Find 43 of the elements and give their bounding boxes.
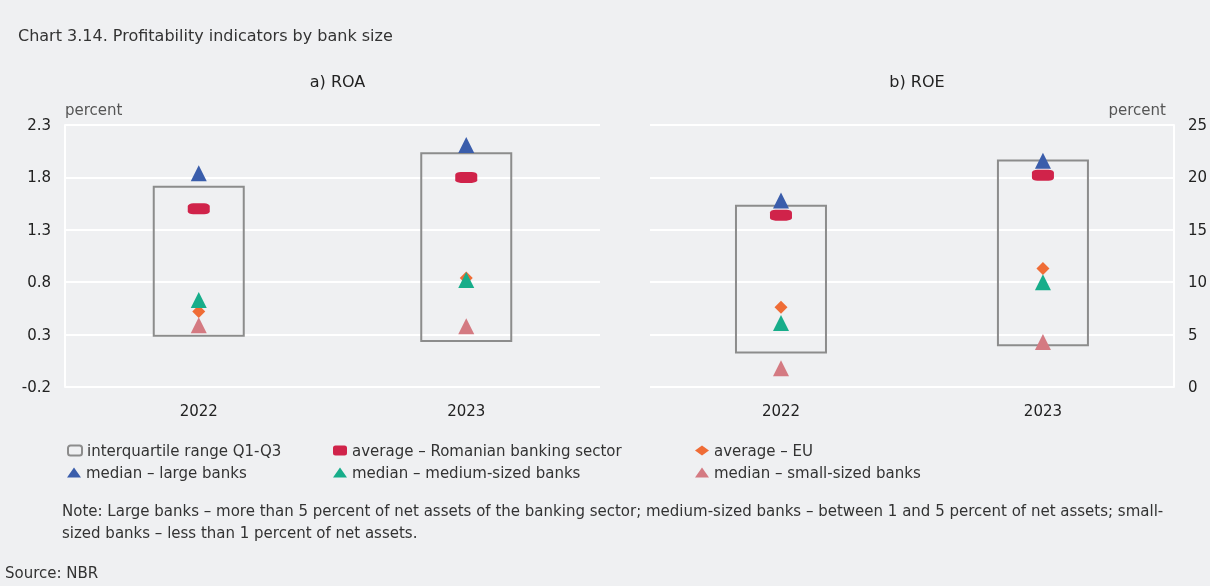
- y-tick-label: 1.8: [27, 168, 51, 187]
- legend-label: average – Romanian banking sector: [352, 441, 623, 460]
- legend-label: average – EU: [714, 441, 813, 460]
- point: [1034, 152, 1051, 169]
- point: [190, 165, 207, 182]
- y2-tick-label: 15: [1187, 220, 1208, 239]
- y2-tick-label: 25: [1187, 116, 1208, 134]
- y2-tick-label: 5: [1187, 325, 1198, 344]
- point: [458, 136, 475, 153]
- point: [458, 272, 475, 289]
- point: [190, 317, 207, 334]
- y-tick-label: 1.3: [27, 220, 51, 239]
- point: [1036, 262, 1050, 276]
- x-tick-label: 2023: [1023, 401, 1063, 420]
- chart-title: b) ROE: [889, 71, 945, 91]
- y-axis-title: percent: [65, 100, 123, 119]
- x-tick-label: 2023: [447, 401, 486, 420]
- legend-label: median – medium-sized banks: [352, 463, 581, 482]
- x-tick-label: 2022: [761, 401, 801, 420]
- y-tick-label: -0.2: [21, 378, 51, 396]
- y2-tick-label: 0: [1187, 378, 1198, 396]
- y-tick-label: 2.3: [27, 116, 51, 134]
- point: [772, 315, 789, 332]
- y-tick-label: 0.3: [27, 325, 51, 344]
- point: [772, 192, 789, 209]
- chart-title: a) ROA: [309, 71, 366, 91]
- x-tick-label: 2022: [179, 401, 218, 420]
- point: [774, 300, 788, 314]
- point: [1034, 274, 1051, 291]
- point: [772, 360, 789, 377]
- legend-label: median – small-sized banks: [714, 463, 921, 482]
- legend-label: median – large banks: [86, 463, 247, 482]
- source-note: Source: NBR: [5, 564, 100, 582]
- y2-tick-label: 10: [1187, 273, 1208, 292]
- point: [458, 318, 475, 335]
- point: [1034, 333, 1051, 350]
- legend-label: interquartile range Q1-Q3: [87, 441, 282, 460]
- y2-axis-title: percent: [1108, 100, 1167, 119]
- y2-tick-label: 20: [1187, 168, 1208, 187]
- caption: Chart 3.14. Profitability indicators by bank size: [18, 26, 394, 45]
- text: Note: Large banks – more than 5 percent of net assets of the banking sector; medium-sized banks – between 1 and 5 percent of net assets; small-sized banks – less than 1 percent of net assets.: [62, 501, 1165, 544]
- point: [190, 292, 207, 309]
- y-tick-label: 0.8: [27, 273, 51, 292]
